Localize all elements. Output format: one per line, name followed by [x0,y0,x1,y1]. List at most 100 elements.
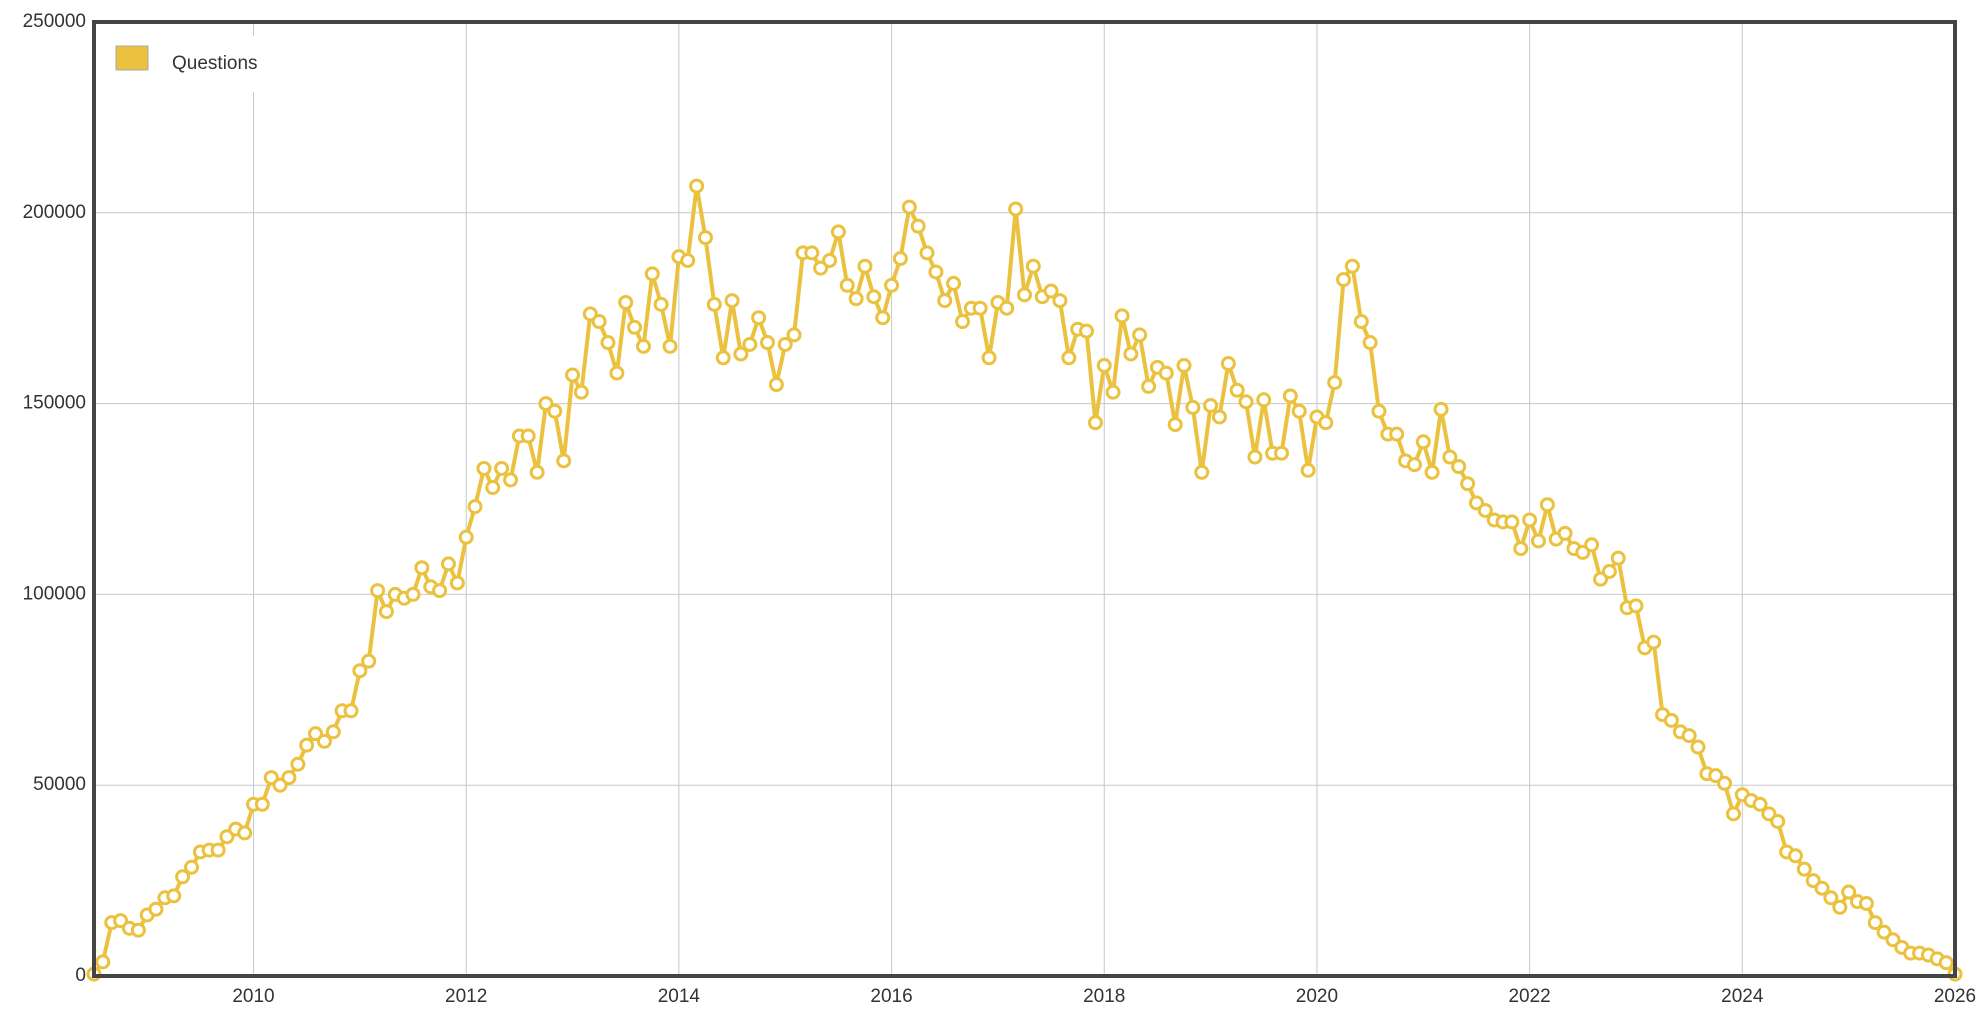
data-point [830,224,846,240]
data-point [1770,813,1786,829]
data-point [644,266,660,282]
data-point [910,218,926,234]
data-point [175,869,191,885]
x-tick-label: 2010 [232,986,274,1007]
data-point [1185,399,1201,415]
x-tick-label: 2020 [1296,986,1338,1007]
data-point [414,560,430,576]
data-point [955,314,971,330]
data-point [1513,541,1529,557]
data-point [1725,806,1741,822]
data-point [529,464,545,480]
data-point [565,367,581,383]
data-point [875,310,891,326]
x-tick-label: 2024 [1721,986,1764,1007]
data-point [919,245,935,261]
data-point [1796,861,1812,877]
data-point [148,901,164,917]
data-point [1344,258,1360,274]
data-point [281,770,297,786]
data-point [458,529,474,545]
data-point [290,756,306,772]
data-point [1858,895,1874,911]
data-point [857,258,873,274]
data-point [1787,848,1803,864]
data-point [680,253,696,268]
data-point [972,300,988,316]
data-point [316,733,332,749]
data-point [1132,327,1148,343]
data-point [999,300,1015,316]
data-point [1938,955,1954,971]
data-point [1141,378,1157,394]
data-point [733,346,749,362]
data-point [618,294,634,310]
data-point [1300,462,1316,478]
data-point [1832,899,1848,915]
data-point [1327,375,1343,391]
y-tick-label: 200000 [23,202,86,223]
data-point [1442,449,1458,465]
data-point [166,888,182,904]
data-point [804,245,820,261]
data-point [520,428,536,444]
data-point [937,293,953,309]
data-point [1646,634,1662,650]
data-point [1690,739,1706,755]
data-point [440,556,456,572]
data-point [928,264,944,280]
data-point [751,310,767,326]
data-point [299,737,315,753]
data-point [609,365,625,381]
x-tick-label: 2018 [1083,986,1125,1007]
data-point [1460,476,1476,492]
data-point [1681,728,1697,744]
data-point [485,480,501,496]
data-point [1415,434,1431,450]
data-point [1017,287,1032,303]
data-point [1371,403,1387,419]
data-point [556,453,572,469]
data-point [1052,293,1068,309]
data-point [1504,514,1520,530]
data-point [1477,502,1493,518]
data-point [759,335,775,351]
data-point [308,726,324,742]
data-point [1105,384,1121,400]
data-point [1406,457,1422,473]
data-point [742,336,758,352]
data-point [1823,890,1839,906]
data-point [476,460,492,476]
data-point [1123,346,1139,362]
data-point [822,253,838,268]
data-point [866,289,882,305]
data-point [1814,880,1830,896]
data-point [1282,388,1298,404]
data-point [724,293,740,309]
data-point [768,377,784,393]
data-point [1220,356,1236,372]
data-point [325,724,341,740]
data-point [237,825,253,841]
data-point [1256,392,1272,408]
data-point [1424,464,1440,480]
data-point [813,260,829,276]
data-point [1211,409,1227,425]
data-point [1203,398,1219,414]
series-line [92,184,1957,976]
data-point [1176,357,1192,373]
data-point [901,199,917,215]
data-point [1584,537,1600,553]
data-point [1229,382,1245,398]
data-point [210,842,226,858]
data-point [981,350,997,366]
data-point [1557,525,1573,541]
data-point [1362,335,1378,351]
data-point [343,703,359,719]
data-point [95,954,111,970]
y-tick-label: 150000 [23,393,86,414]
data-point [591,314,607,330]
data-point [1610,550,1626,566]
data-point [432,583,448,599]
